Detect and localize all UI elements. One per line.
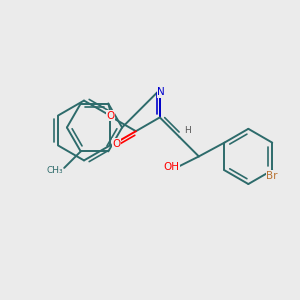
- Text: OH: OH: [163, 162, 179, 172]
- Text: Br: Br: [266, 171, 278, 181]
- Text: H: H: [184, 126, 191, 135]
- Text: O: O: [113, 139, 121, 149]
- Text: CH₃: CH₃: [46, 166, 63, 175]
- Text: N: N: [158, 87, 165, 97]
- Text: O: O: [106, 111, 115, 121]
